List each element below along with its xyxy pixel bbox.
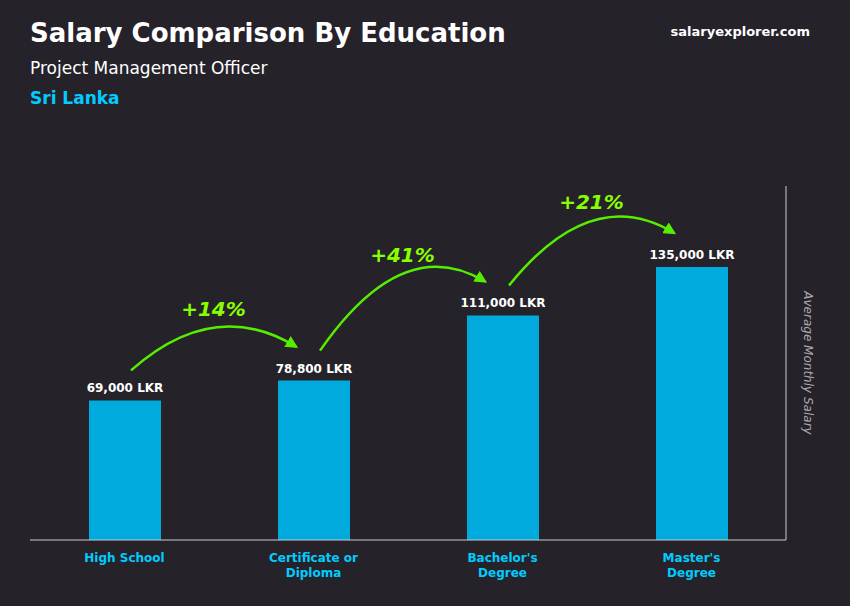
html-text:Salary Comparison By Education: Salary Comparison By Education — [30, 18, 506, 48]
svg-text:135,000 LKR: 135,000 LKR — [649, 248, 734, 262]
svg-text:Average Monthly Salary: Average Monthly Salary — [801, 290, 815, 435]
svg-text:+21%: +21% — [559, 190, 624, 214]
svg-text:Bachelor'sDegree: Bachelor'sDegree — [467, 551, 537, 580]
html-text:Project Management Officer: Project Management Officer — [30, 58, 268, 78]
svg-text:111,000 LKR: 111,000 LKR — [460, 296, 545, 310]
html-text:Sri Lanka: Sri Lanka — [30, 88, 120, 108]
svg-text:High School: High School — [84, 551, 164, 565]
svg-text:78,800 LKR: 78,800 LKR — [276, 362, 353, 376]
html-text:salaryexplorer.com: salaryexplorer.com — [670, 24, 810, 39]
svg-text:+41%: +41% — [370, 243, 435, 267]
svg-text:69,000 LKR: 69,000 LKR — [87, 381, 164, 395]
svg-text:Master'sDegree: Master'sDegree — [663, 551, 721, 580]
svg-text:Certificate orDiploma: Certificate orDiploma — [269, 551, 358, 580]
svg-text:+14%: +14% — [181, 297, 246, 321]
